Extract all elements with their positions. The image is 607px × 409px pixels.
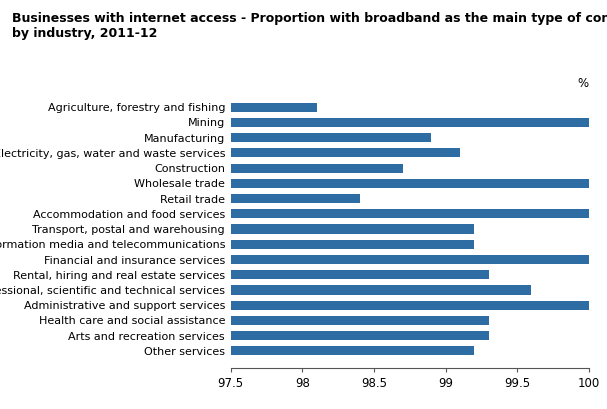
Text: %: % bbox=[578, 77, 589, 90]
Bar bbox=[231, 316, 489, 325]
Bar bbox=[231, 270, 489, 279]
Bar bbox=[231, 118, 589, 127]
Bar bbox=[231, 103, 317, 112]
Bar bbox=[231, 209, 589, 218]
Bar bbox=[231, 148, 460, 157]
Bar bbox=[231, 194, 359, 203]
Bar bbox=[231, 346, 474, 355]
Text: Businesses with internet access - Proportion with broadband as the main type of : Businesses with internet access - Propor… bbox=[12, 12, 607, 40]
Bar bbox=[231, 133, 431, 142]
Bar bbox=[231, 240, 474, 249]
Bar bbox=[231, 285, 532, 294]
Bar bbox=[231, 255, 589, 264]
Bar bbox=[231, 225, 474, 234]
Bar bbox=[231, 331, 489, 340]
Bar bbox=[231, 301, 589, 310]
Bar bbox=[231, 164, 402, 173]
Bar bbox=[231, 179, 589, 188]
